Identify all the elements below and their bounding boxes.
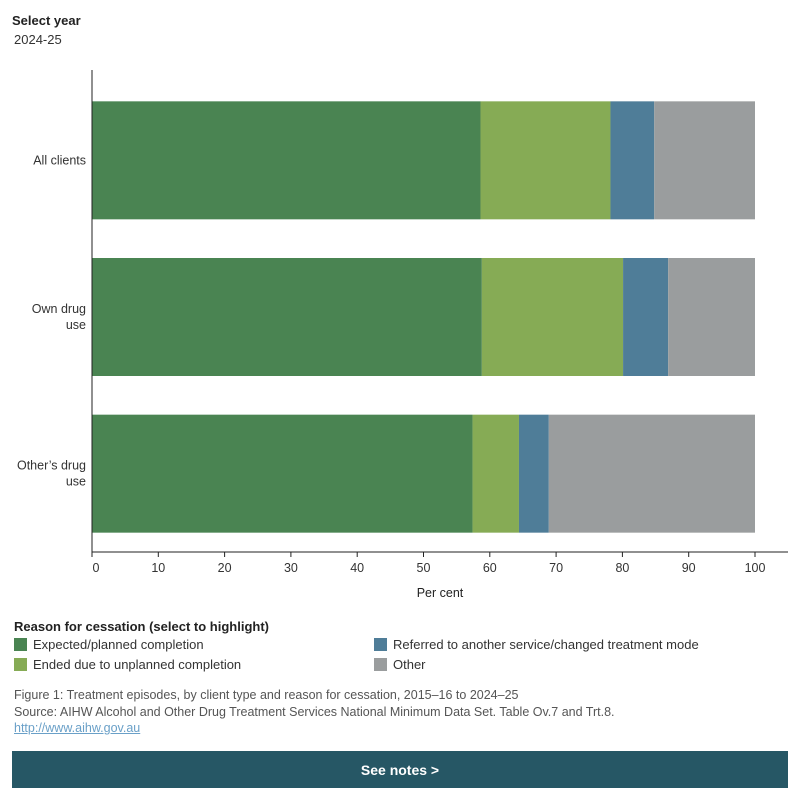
category-label: use: [66, 318, 86, 332]
legend-item-ended-unplanned[interactable]: Ended due to unplanned completion: [14, 657, 241, 672]
year-selector-label: Select year: [12, 13, 81, 28]
category-label: use: [66, 475, 86, 489]
bar-segment[interactable]: [548, 414, 755, 533]
bar-segment[interactable]: [518, 414, 549, 533]
x-tick-label: 80: [615, 561, 629, 575]
legend-title: Reason for cessation (select to highligh…: [14, 619, 269, 634]
legend-item-expected-planned-completion[interactable]: Expected/planned completion: [14, 637, 204, 652]
bar-segment[interactable]: [92, 414, 473, 533]
bar-segment[interactable]: [472, 414, 519, 533]
legend-label: Ended due to unplanned completion: [33, 657, 242, 672]
figure-caption: Figure 1: Treatment episodes, by client …: [14, 688, 519, 702]
x-tick-label: 60: [483, 561, 497, 575]
aihw-link[interactable]: http://www.aihw.gov.au: [14, 721, 141, 735]
bar-segment[interactable]: [610, 101, 655, 220]
category-label: Own drug: [32, 302, 86, 316]
x-tick-label: 20: [218, 561, 232, 575]
legend-swatch: [374, 658, 387, 671]
source-note: Source: AIHW Alcohol and Other Drug Trea…: [14, 705, 615, 719]
x-tick-label: 40: [350, 561, 364, 575]
bar-segment[interactable]: [92, 258, 482, 376]
x-tick-label: 30: [284, 561, 298, 575]
legend-item-other[interactable]: Other: [374, 657, 426, 672]
bar-segment[interactable]: [481, 258, 624, 376]
category-label: All clients: [33, 153, 86, 167]
legend-label: Referred to another service/changed trea…: [393, 637, 699, 652]
legend-label: Other: [393, 657, 426, 672]
bar-segment[interactable]: [654, 101, 755, 220]
legend-label: Expected/planned completion: [33, 637, 204, 652]
year-selector[interactable]: 2024-25: [14, 32, 62, 47]
x-tick-label: 0: [93, 561, 100, 575]
stacked-bar-chart: All clients Own drug use Other’s drug use 0 10…: [17, 70, 788, 600]
bar-segment[interactable]: [623, 258, 669, 376]
category-label: Other’s drug: [17, 459, 86, 473]
x-tick-label: 70: [549, 561, 563, 575]
x-tick-label: 100: [745, 561, 766, 575]
x-axis-title: Per cent: [417, 586, 464, 600]
legend-swatch: [14, 638, 27, 651]
bar-segment[interactable]: [668, 258, 755, 376]
x-tick-label: 50: [417, 561, 431, 575]
bar-segment[interactable]: [92, 101, 481, 220]
legend-swatch: [14, 658, 27, 671]
x-tick-label: 10: [151, 561, 165, 575]
legend-swatch: [374, 638, 387, 651]
x-tick-label: 90: [682, 561, 696, 575]
see-notes-button[interactable]: See notes >: [12, 751, 788, 788]
bar-segment[interactable]: [480, 101, 611, 220]
legend-item-referred[interactable]: Referred to another service/changed trea…: [374, 637, 699, 652]
